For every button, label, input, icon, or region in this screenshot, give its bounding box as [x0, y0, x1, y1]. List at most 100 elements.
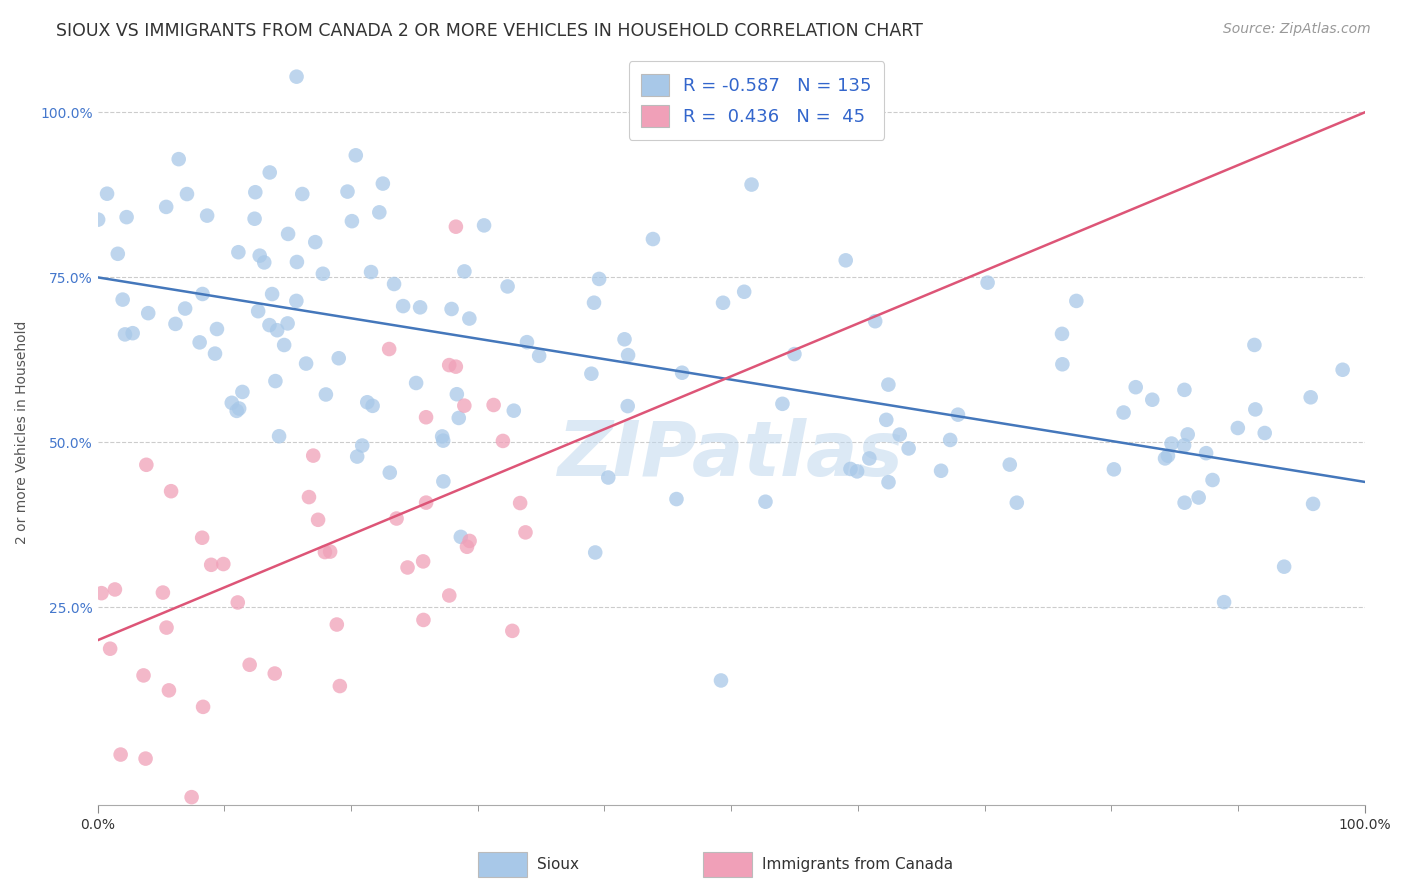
Point	[243, 211, 266, 226]
Point	[444, 219, 467, 234]
Point	[617, 348, 640, 362]
Point	[453, 399, 475, 413]
Point	[430, 429, 453, 443]
Point	[939, 433, 962, 447]
Text: SIOUX VS IMMIGRANTS FROM CANADA 2 OR MORE VEHICLES IN HOUSEHOLD CORRELATION CHAR: SIOUX VS IMMIGRANTS FROM CANADA 2 OR MOR…	[56, 22, 924, 40]
Point	[446, 387, 468, 401]
Point	[155, 200, 177, 214]
Point	[1244, 402, 1267, 417]
Point	[671, 366, 693, 380]
Point	[191, 699, 214, 714]
Point	[212, 557, 235, 571]
Point	[946, 408, 969, 422]
Point	[225, 404, 247, 418]
Point	[247, 304, 270, 318]
Point	[412, 554, 434, 568]
Point	[264, 374, 287, 388]
Point	[259, 165, 281, 179]
Point	[444, 359, 467, 374]
Legend: R = -0.587   N = 135, R =  0.436   N =  45: R = -0.587 N = 135, R = 0.436 N = 45	[628, 62, 884, 139]
Point	[409, 301, 432, 315]
Point	[295, 357, 318, 371]
Point	[1226, 421, 1249, 435]
Text: Sioux: Sioux	[537, 857, 579, 871]
Point	[315, 387, 337, 401]
Point	[98, 641, 121, 656]
Point	[262, 287, 284, 301]
Point	[1142, 392, 1164, 407]
Point	[114, 327, 136, 342]
Point	[1177, 427, 1199, 442]
Point	[456, 540, 478, 554]
Point	[205, 322, 228, 336]
Point	[1331, 363, 1354, 377]
Point	[897, 442, 920, 456]
Point	[319, 544, 342, 558]
Point	[356, 395, 378, 409]
Point	[877, 377, 900, 392]
Point	[1102, 462, 1125, 476]
Point	[516, 335, 538, 350]
Point	[976, 276, 998, 290]
Point	[382, 277, 405, 291]
Point	[385, 511, 408, 525]
Point	[344, 148, 367, 162]
Point	[998, 458, 1021, 472]
Point	[863, 314, 886, 328]
Point	[1112, 405, 1135, 419]
Point	[361, 399, 384, 413]
Point	[291, 187, 314, 202]
Point	[273, 338, 295, 352]
Point	[371, 177, 394, 191]
Point	[111, 293, 134, 307]
Point	[346, 450, 368, 464]
Point	[889, 427, 911, 442]
Point	[1201, 473, 1223, 487]
Point	[458, 311, 481, 326]
Point	[1243, 338, 1265, 352]
Point	[415, 495, 437, 509]
Point	[929, 464, 952, 478]
Point	[87, 212, 110, 227]
Point	[249, 249, 271, 263]
Point	[509, 496, 531, 510]
Point	[155, 621, 177, 635]
Point	[191, 287, 214, 301]
Point	[340, 214, 363, 228]
Point	[581, 367, 603, 381]
Point	[336, 185, 359, 199]
Point	[152, 585, 174, 599]
Point	[733, 285, 755, 299]
Point	[396, 560, 419, 574]
Point	[115, 210, 138, 224]
Point	[453, 264, 475, 278]
Point	[582, 295, 605, 310]
Point	[437, 358, 460, 372]
Point	[447, 411, 470, 425]
Point	[1173, 438, 1195, 452]
Point	[501, 624, 523, 638]
Point	[221, 396, 243, 410]
Point	[1052, 357, 1074, 371]
Point	[328, 351, 350, 366]
Y-axis label: 2 or more Vehicles in Household: 2 or more Vehicles in Household	[15, 321, 30, 544]
Point	[204, 346, 226, 360]
Point	[458, 533, 481, 548]
Point	[588, 272, 610, 286]
Point	[304, 235, 326, 249]
Point	[439, 589, 461, 603]
Point	[496, 279, 519, 293]
Point	[307, 513, 329, 527]
Point	[846, 464, 869, 478]
Point	[783, 347, 806, 361]
Point	[239, 657, 262, 672]
Point	[110, 747, 132, 762]
Point	[352, 438, 374, 452]
Point	[1299, 390, 1322, 404]
Point	[302, 449, 325, 463]
Point	[285, 293, 308, 308]
Point	[228, 401, 250, 416]
Text: Immigrants from Canada: Immigrants from Canada	[762, 857, 953, 871]
Point	[875, 413, 897, 427]
Point	[200, 558, 222, 572]
